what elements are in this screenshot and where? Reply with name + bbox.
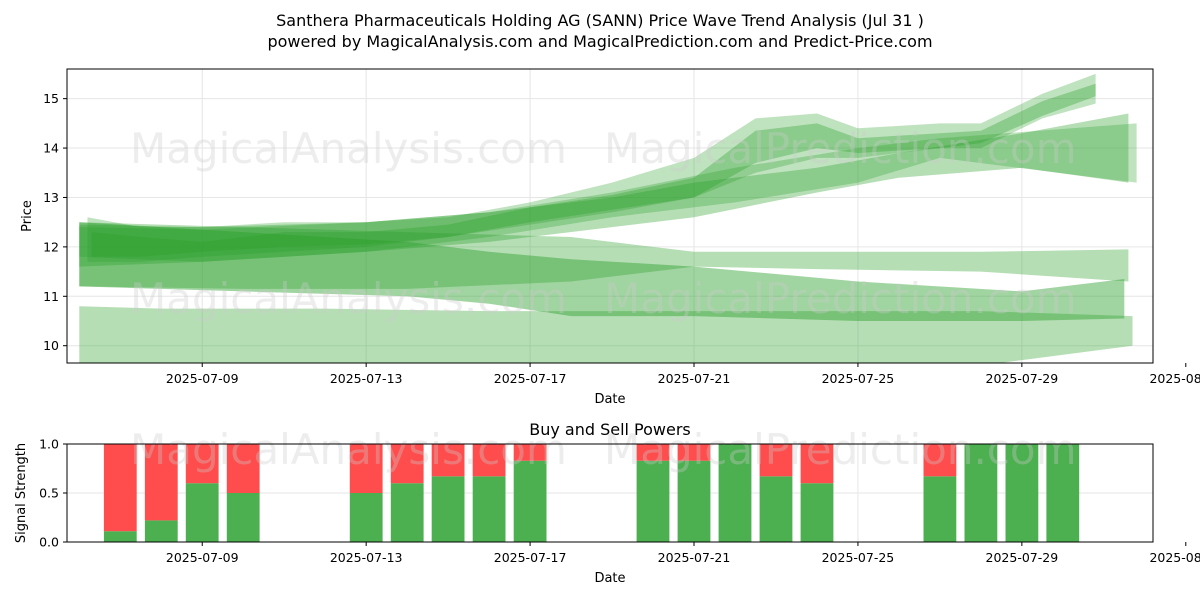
signal-x-tick-label: 2025-07-21	[658, 550, 731, 565]
price-plot: MagicalAnalysis.com MagicalPrediction.co…	[20, 68, 1200, 407]
signal-chart-title: Buy and Sell Powers	[529, 420, 691, 439]
watermark-prediction-top: MagicalPrediction.com	[604, 124, 1077, 173]
sell-bar	[185, 444, 219, 484]
watermark-prediction-mid: MagicalPrediction.com	[604, 274, 1077, 323]
signal-x-tick-label: 2025-07-09	[166, 550, 239, 565]
band-wide-middle	[79, 222, 1129, 289]
sell-bar	[636, 444, 670, 461]
signal-x-tick-label: 2025-07-13	[330, 550, 403, 565]
sell-bar	[349, 444, 383, 493]
buy-bar	[185, 483, 219, 542]
price-watermarks: MagicalAnalysis.com MagicalPrediction.co…	[130, 124, 1077, 323]
band-flat-channel	[79, 222, 1125, 321]
sell-bar	[677, 444, 711, 461]
chart-title: Santhera Pharmaceuticals Holding AG (SAN…	[276, 11, 924, 30]
buy-bar	[144, 520, 178, 542]
signal-x-axis-label: Date	[594, 571, 625, 586]
buy-bar	[1046, 444, 1080, 542]
signal-y-tick-label: 1.0	[39, 437, 59, 452]
signal-y-ticks: 0.0 0.5 1.0	[39, 437, 67, 550]
signal-y-tick-label: 0.0	[39, 535, 59, 550]
price-plot-frame	[66, 68, 1154, 364]
buy-bar	[103, 531, 137, 542]
sell-bar	[226, 444, 260, 493]
price-y-tick-label: 11	[43, 289, 59, 304]
watermark-analysis-top: MagicalAnalysis.com	[130, 124, 567, 173]
band-main-wave	[87, 73, 1096, 262]
price-x-tick-label: 2025-07-17	[494, 371, 567, 386]
buy-bar	[636, 460, 670, 542]
signal-x-tick-label: 2025-08-01	[1149, 550, 1200, 565]
price-x-tick-label: 2025-07-25	[822, 371, 895, 386]
band-wide-lower	[79, 306, 1133, 363]
price-grid	[67, 69, 1153, 363]
buy-bar	[677, 460, 711, 542]
buy-bar	[431, 476, 465, 542]
buy-bar	[718, 444, 752, 542]
signal-x-tick-label: 2025-07-29	[986, 550, 1059, 565]
buy-bar	[800, 483, 834, 542]
sell-bar	[431, 444, 465, 477]
price-y-axis-label: Price	[20, 200, 35, 232]
price-x-tick-label: 2025-08-01	[1149, 371, 1200, 386]
sell-bar	[759, 444, 793, 477]
watermark-analysis-bottom: MagicalAnalysis.com	[130, 425, 567, 474]
sell-bar	[390, 444, 424, 484]
price-y-ticks: 10 11 12 13 14 15	[43, 91, 67, 353]
sell-bar	[513, 444, 547, 461]
buy-bar	[226, 493, 260, 542]
price-x-ticks: 2025-07-09 2025-07-13 2025-07-17 2025-07-21…	[166, 363, 1200, 386]
buy-bar	[472, 476, 506, 542]
signal-x-tick-label: 2025-07-17	[494, 550, 567, 565]
buy-bar	[1005, 444, 1039, 542]
signal-x-ticks: 2025-07-09 2025-07-13 2025-07-17 2025-07-21…	[166, 542, 1200, 565]
price-x-tick-label: 2025-07-29	[986, 371, 1059, 386]
signal-y-axis-label: Signal Strength	[14, 443, 29, 543]
sell-bar	[103, 444, 137, 532]
signal-y-tick-label: 0.5	[39, 486, 59, 501]
sell-bar	[144, 444, 178, 521]
buy-bar	[349, 493, 383, 542]
buy-bar	[923, 476, 957, 542]
band-upper-mid	[79, 123, 1137, 262]
buy-bar	[964, 444, 998, 542]
chart-subtitle: powered by MagicalAnalysis.com and Magic…	[267, 32, 932, 51]
price-x-tick-label: 2025-07-21	[658, 371, 731, 386]
buy-bar	[390, 483, 424, 542]
band-upper-trend	[79, 113, 1129, 267]
sell-bar	[800, 444, 834, 484]
buy-bar	[513, 460, 547, 542]
price-y-tick-label: 15	[43, 91, 59, 106]
buy-bar	[759, 476, 793, 542]
watermark-analysis-mid: MagicalAnalysis.com	[130, 274, 567, 323]
price-y-tick-label: 12	[43, 239, 59, 254]
signal-plot: Buy and Sell Powers MagicalAnalysis.com …	[14, 420, 1200, 586]
price-y-tick-label: 13	[43, 190, 59, 205]
signal-bars	[103, 444, 1080, 542]
signal-x-tick-label: 2025-07-25	[822, 550, 895, 565]
price-x-tick-label: 2025-07-13	[330, 371, 403, 386]
price-bands	[79, 73, 1137, 363]
price-x-tick-label: 2025-07-09	[166, 371, 239, 386]
sell-bar	[923, 444, 957, 477]
watermark-prediction-bottom: MagicalPrediction.com	[604, 425, 1077, 474]
price-x-axis-label: Date	[594, 392, 625, 407]
sell-bar	[472, 444, 506, 477]
price-y-tick-label: 10	[43, 338, 59, 353]
price-y-tick-label: 14	[43, 141, 59, 156]
